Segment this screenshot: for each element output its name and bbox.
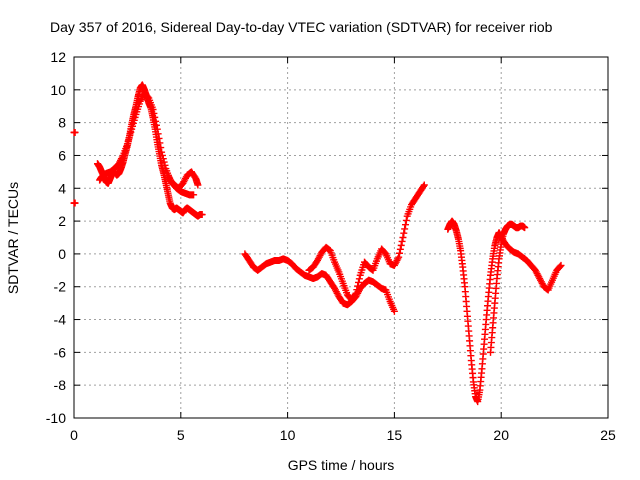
series-segment-5 [305,181,428,304]
series-segment-6b [487,220,529,356]
y-tick-label: 4 [58,180,66,196]
data-point [158,148,166,156]
data-point [159,155,167,163]
data-point [354,282,362,290]
data-point [156,139,164,147]
data-point [419,182,427,190]
data-point [401,225,409,233]
data-point [71,128,79,136]
y-tick-label: -10 [46,410,66,426]
y-axis-label: SDTVAR / TECUs [5,182,21,294]
data-point [153,125,161,133]
x-tick-label: 10 [280,427,296,443]
plot-frame [73,56,609,419]
data-point [400,229,408,237]
y-tick-label: 2 [58,213,66,229]
y-tick-label: -6 [54,344,67,360]
series-segment-1a [70,128,79,136]
data-point [194,181,202,189]
data-point [152,117,160,125]
data-point [557,261,565,269]
chart-title: Day 357 of 2016, Sidereal Day-to-day VTE… [50,19,553,35]
data-point [420,181,428,189]
series-segment-3b [164,171,198,199]
series-segment-1b [70,199,79,207]
data-point [521,224,529,232]
data-point [402,221,410,229]
data-point [160,158,168,166]
series-segment-6 [444,217,565,406]
data-point [390,307,398,315]
grid-lines [74,57,608,418]
data-marks [70,81,565,406]
y-tick-label: 6 [58,147,66,163]
data-point [396,249,404,257]
y-tick-label: 12 [50,49,66,65]
axis-ticks [73,56,609,419]
y-tick-label: 10 [50,82,66,98]
data-point [402,216,410,224]
data-point [556,262,564,270]
data-point [355,278,363,286]
x-tick-label: 20 [493,427,509,443]
data-point [355,275,363,283]
data-point [198,211,206,219]
data-point [396,245,404,253]
data-point [161,161,169,169]
y-tick-label: -4 [54,312,67,328]
axis-tick-labels: 0 5 10 15 20 25 -10 -8 -6 -4 -2 0 2 4 6 8 10 12 [46,49,616,443]
x-tick-label: 25 [600,427,616,443]
data-point [395,253,403,261]
data-point [190,191,198,199]
data-point [149,106,157,114]
data-point [398,237,406,245]
y-tick-label: -2 [54,279,67,295]
data-point [397,241,405,249]
data-point [152,121,160,129]
data-point [71,199,79,207]
data-point [399,234,407,241]
y-tick-label: 0 [58,246,66,262]
y-tick-label: -8 [54,377,67,393]
y-tick-label: 8 [58,115,66,131]
data-point [155,134,163,142]
data-point [151,113,159,121]
data-point [353,286,361,294]
x-axis-label: GPS time / hours [288,457,395,473]
x-tick-label: 5 [177,427,185,443]
data-point [157,144,165,152]
x-tick-label: 0 [70,427,78,443]
data-point [154,130,162,138]
data-point [150,109,158,117]
data-point [158,151,166,159]
x-tick-label: 15 [387,427,403,443]
data-point [352,289,360,297]
data-point [351,291,359,299]
